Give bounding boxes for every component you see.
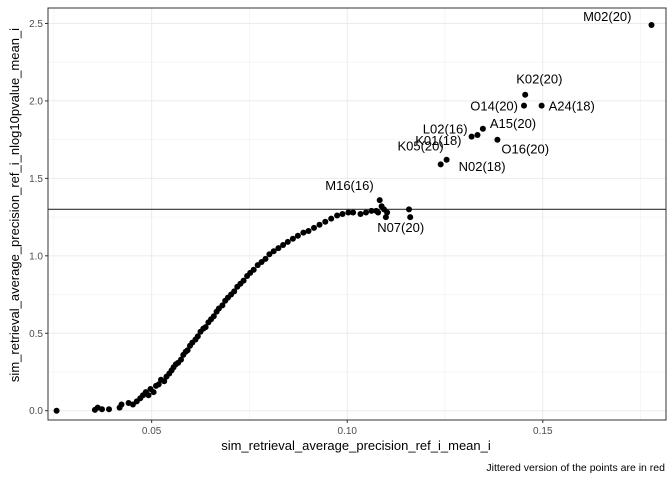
- labeled-data-point: [479, 125, 486, 132]
- data-point: [368, 207, 375, 214]
- point-label: A15(20): [490, 116, 536, 131]
- data-point: [202, 324, 209, 331]
- data-point: [300, 229, 307, 236]
- labeled-data-point: [494, 136, 501, 143]
- panel-border: [47, 7, 667, 421]
- x-axis-ticks: 0.05 0.10 0.15: [142, 420, 553, 437]
- labeled-data-point: [437, 161, 444, 168]
- data-point: [305, 228, 312, 234]
- labeled-data-point: [443, 156, 450, 163]
- data-point: [294, 232, 301, 239]
- y-tick-label: 0.5: [29, 329, 43, 340]
- point-label: N02(18): [459, 159, 506, 174]
- data-point: [210, 313, 217, 320]
- labeled-data-point: [521, 102, 527, 109]
- labeled-data-point: [376, 197, 383, 204]
- data-point: [384, 209, 391, 216]
- data-point: [118, 401, 125, 408]
- y-axis-title: sim_retrieval_average_precision_ref_i_nl…: [7, 28, 22, 382]
- data-point: [311, 224, 317, 231]
- data-point: [270, 248, 277, 255]
- labeled-data-point: [522, 91, 529, 98]
- point-label: L02(16): [423, 122, 468, 137]
- data-point: [284, 238, 291, 245]
- y-tick-label: 0.0: [29, 406, 43, 417]
- data-point: [178, 356, 184, 363]
- x-tick-label: 0.10: [337, 426, 357, 437]
- y-axis-ticks: 0.0 0.5 1.0 1.5 2.0 2.5: [29, 19, 48, 417]
- data-point: [240, 277, 247, 284]
- data-points: [53, 22, 655, 414]
- point-label: O16(20): [501, 142, 549, 157]
- point-label: O14(20): [470, 99, 518, 114]
- data-point: [250, 266, 257, 273]
- y-tick-label: 2.0: [29, 96, 43, 107]
- labeled-data-point: [407, 214, 414, 221]
- x-tick-label: 0.05: [142, 426, 162, 437]
- data-point: [280, 242, 287, 248]
- data-point: [316, 221, 323, 228]
- y-tick-label: 2.5: [29, 19, 43, 30]
- point-label: M16(16): [325, 178, 373, 193]
- data-point: [382, 214, 389, 221]
- labeled-data-point: [468, 133, 475, 140]
- labeled-data-point: [538, 102, 545, 109]
- data-point: [99, 406, 105, 413]
- data-point: [231, 288, 238, 295]
- data-point: [106, 406, 112, 413]
- y-tick-label: 1.0: [29, 251, 43, 262]
- y-tick-label: 1.5: [29, 174, 43, 185]
- data-point: [266, 251, 273, 258]
- point-label: K01(18): [415, 133, 461, 148]
- data-point: [328, 215, 335, 222]
- data-point: [219, 302, 226, 309]
- data-point: [289, 235, 296, 242]
- data-point: [155, 381, 162, 388]
- labeled-data-point: [474, 132, 481, 138]
- data-point: [262, 255, 269, 262]
- data-point: [406, 206, 412, 213]
- data-point: [350, 209, 357, 216]
- data-point: [184, 347, 191, 354]
- data-point: [363, 209, 369, 216]
- x-tick-label: 0.15: [533, 426, 553, 437]
- data-point: [357, 211, 364, 217]
- data-point: [145, 392, 152, 399]
- point-label: N07(20): [377, 220, 424, 235]
- data-point: [161, 378, 168, 385]
- chart-caption: Jittered version of the points are in re…: [486, 462, 665, 474]
- data-point: [150, 389, 157, 396]
- data-point: [345, 209, 352, 216]
- point-label: K05(20): [397, 138, 443, 153]
- data-point: [194, 333, 201, 340]
- data-point: [334, 212, 341, 219]
- point-label: K02(20): [516, 72, 562, 87]
- labeled-data-point: [648, 22, 655, 28]
- data-point: [53, 407, 60, 414]
- point-label: M02(20): [583, 9, 631, 24]
- data-point: [275, 245, 282, 252]
- data-point: [339, 211, 346, 217]
- data-point: [375, 209, 382, 216]
- point-labels: M02(20) K02(20) O14(20) A24(18) L02(16) A15(2…: [325, 9, 631, 235]
- x-axis-title: sim_retrieval_average_precision_ref_i_me…: [221, 438, 491, 453]
- point-label: A24(18): [549, 99, 595, 114]
- data-point: [322, 218, 329, 225]
